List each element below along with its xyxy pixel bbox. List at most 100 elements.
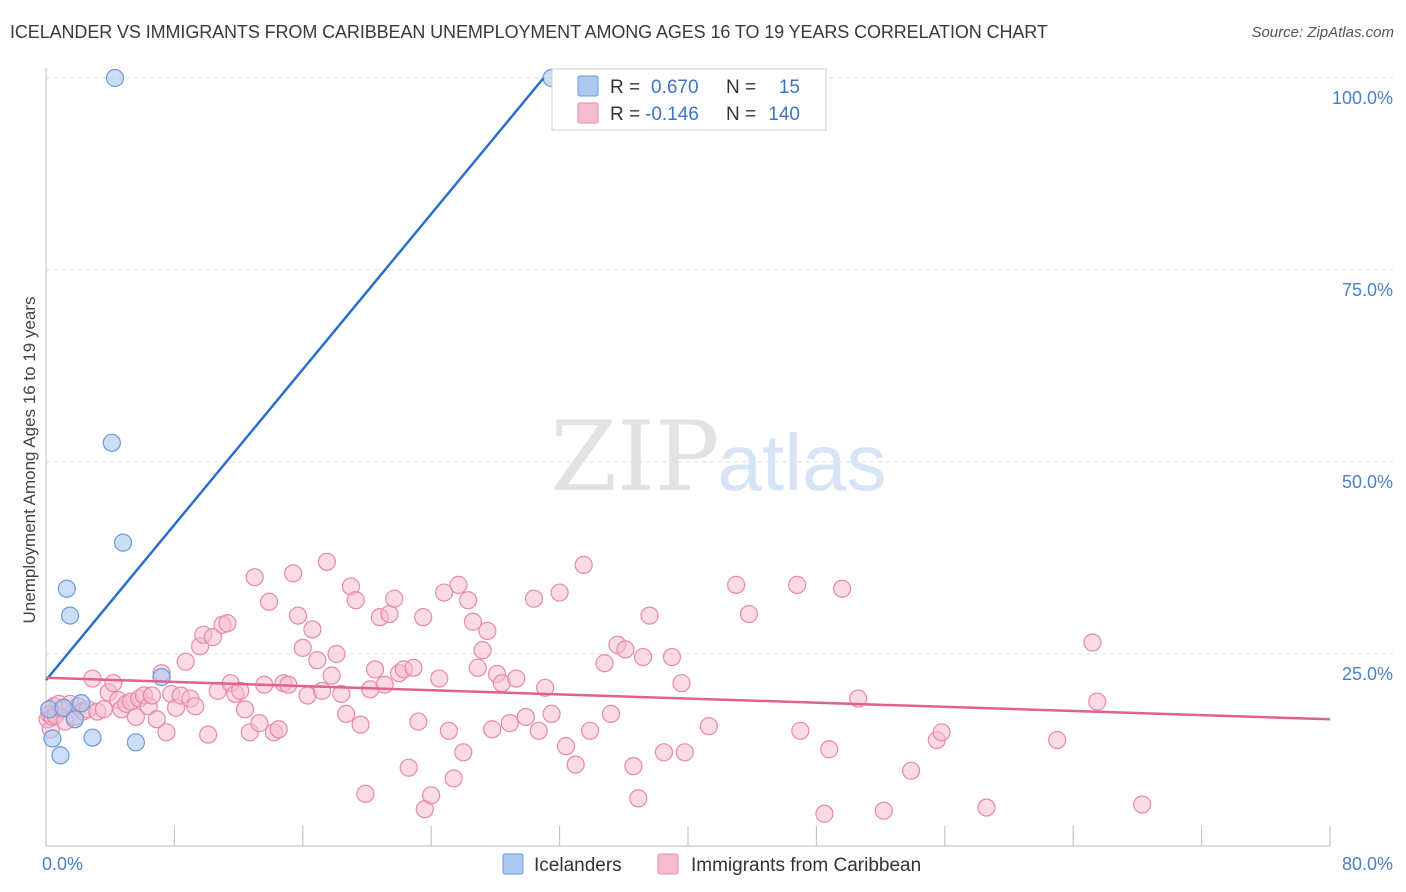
point-caribbean-111 (574, 555, 593, 575)
point-caribbean-135 (901, 761, 921, 780)
y-tick-labels: 25.0% 50.0% 75.0% 100.0% (1332, 88, 1393, 684)
point-caribbean-119 (633, 647, 653, 667)
legend-series: Icelanders Immigrants from Caribbean (502, 853, 921, 876)
point-icelanders-9 (102, 433, 121, 452)
point-icelanders-13 (152, 667, 171, 687)
point-caribbean-63 (312, 681, 332, 700)
point-caribbean-89 (439, 721, 458, 740)
point-icelanders-11 (113, 533, 133, 552)
point-caribbean-132 (832, 579, 852, 598)
legend-r-label-1: R = (610, 77, 640, 98)
point-caribbean-77 (380, 604, 399, 624)
point-caribbean-76 (375, 675, 394, 694)
point-caribbean-52 (259, 592, 279, 611)
point-caribbean-70 (346, 591, 365, 610)
x-tick-label-min: 0.0% (42, 854, 83, 874)
point-caribbean-106 (536, 678, 555, 697)
point-caribbean-90 (444, 769, 463, 788)
point-caribbean-118 (629, 789, 648, 808)
point-caribbean-121 (654, 743, 674, 762)
point-icelanders-1 (43, 729, 62, 748)
point-caribbean-137 (932, 723, 951, 742)
series-caribbean-points (38, 552, 1152, 823)
point-caribbean-93 (459, 591, 478, 610)
watermark-atlas: atlas (718, 418, 887, 507)
legend-swatch-blue (577, 75, 599, 97)
legend-n-value-2: 140 (768, 104, 800, 125)
chart-source: Source: ZipAtlas.com (1251, 24, 1394, 41)
point-icelanders-6 (65, 710, 84, 729)
point-caribbean-124 (675, 743, 694, 762)
point-caribbean-16 (94, 700, 113, 719)
point-caribbean-49 (245, 568, 264, 587)
point-caribbean-128 (788, 575, 807, 594)
point-caribbean-64 (317, 552, 336, 571)
point-caribbean-92 (454, 743, 473, 762)
trend-lines (45, 77, 1331, 721)
point-caribbean-87 (430, 669, 449, 688)
point-caribbean-62 (308, 651, 327, 670)
point-icelanders-4 (57, 579, 76, 598)
point-caribbean-114 (601, 704, 621, 724)
point-caribbean-91 (449, 575, 468, 594)
point-caribbean-82 (404, 658, 423, 677)
legend-r-label-2: R = (610, 104, 640, 125)
legend-n-label-1: N = (726, 77, 756, 98)
point-caribbean-102 (507, 669, 526, 688)
watermark-zip: ZIP (550, 401, 719, 513)
point-caribbean-101 (500, 714, 519, 733)
point-caribbean-138 (977, 798, 996, 817)
x-tick-label-max: 80.0% (1342, 854, 1393, 874)
point-caribbean-83 (409, 712, 428, 731)
point-caribbean-126 (727, 575, 746, 594)
point-caribbean-140 (1083, 633, 1102, 652)
point-caribbean-86 (422, 786, 441, 805)
point-caribbean-110 (566, 755, 585, 774)
point-caribbean-57 (284, 564, 303, 583)
point-caribbean-84 (414, 608, 433, 627)
point-caribbean-130 (815, 804, 834, 823)
point-icelanders-2 (51, 746, 70, 765)
point-caribbean-43 (218, 614, 237, 633)
legend-r-value-1: 0.670 (651, 77, 699, 98)
point-caribbean-127 (739, 604, 759, 624)
point-caribbean-134 (874, 801, 893, 820)
point-caribbean-65 (322, 666, 341, 685)
point-caribbean-72 (356, 784, 375, 803)
point-caribbean-46 (231, 681, 250, 700)
point-caribbean-96 (473, 641, 492, 660)
point-caribbean-67 (332, 684, 351, 704)
point-caribbean-47 (235, 700, 255, 719)
y-tick-label-75: 75.0% (1342, 280, 1393, 300)
legend-n-value-1: 15 (779, 77, 800, 98)
legend-n-label-2: N = (726, 104, 756, 125)
legend-item-caribbean-swatch (657, 853, 679, 875)
point-caribbean-108 (550, 583, 569, 602)
point-caribbean-103 (516, 707, 535, 727)
point-caribbean-105 (529, 721, 548, 740)
point-caribbean-74 (365, 660, 385, 679)
point-caribbean-125 (699, 717, 718, 736)
point-caribbean-54 (269, 720, 288, 739)
point-caribbean-39 (199, 725, 218, 744)
point-caribbean-107 (542, 704, 561, 724)
point-caribbean-34 (176, 652, 195, 671)
y-tick-label-25: 25.0% (1342, 664, 1393, 684)
point-caribbean-88 (434, 583, 454, 602)
point-caribbean-113 (595, 654, 614, 673)
point-caribbean-95 (468, 658, 487, 677)
point-caribbean-104 (524, 589, 544, 608)
series-icelanders-points (40, 68, 561, 765)
point-icelanders-10 (105, 68, 125, 88)
point-caribbean-18 (104, 674, 123, 693)
y-tick-label-100: 100.0% (1332, 88, 1393, 108)
point-caribbean-94 (463, 612, 483, 631)
point-caribbean-71 (351, 715, 370, 734)
point-caribbean-61 (303, 620, 322, 639)
point-icelanders-12 (126, 733, 145, 752)
point-icelanders-8 (83, 728, 102, 747)
point-caribbean-81 (399, 758, 418, 777)
point-icelanders-3 (54, 698, 73, 717)
trend-line-icelanders (45, 77, 545, 681)
